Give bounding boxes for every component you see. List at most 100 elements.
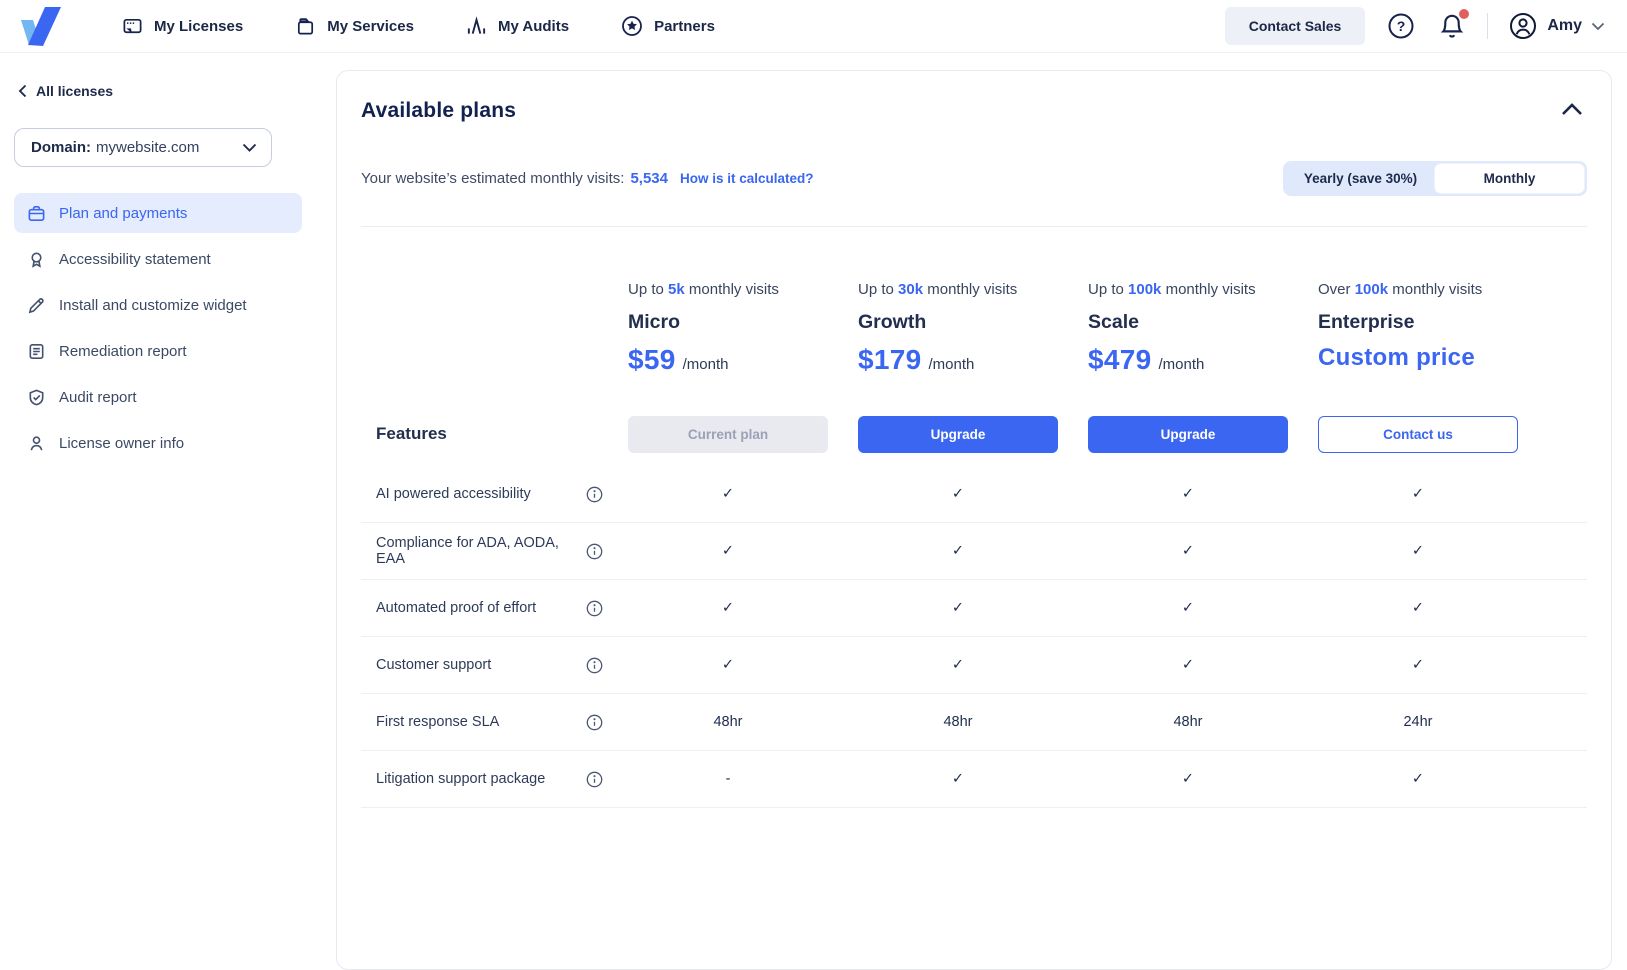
feature-label: Litigation support package	[376, 771, 545, 787]
visits-suffix: monthly visits	[1166, 281, 1256, 298]
visits-threshold: 5k	[668, 281, 685, 298]
sidebar: All licenses Domain: mywebsite.com Plan …	[0, 53, 322, 829]
shield-check-icon	[27, 388, 46, 407]
sidebar-item-label: Remediation report	[59, 343, 187, 360]
info-icon[interactable]	[586, 543, 603, 560]
feature-row: Compliance for ADA, AODA, EAA ✓ ✓ ✓ ✓	[361, 523, 1587, 580]
upgrade-scale-button[interactable]: Upgrade	[1088, 416, 1288, 453]
feature-row: AI powered accessibility ✓ ✓ ✓ ✓	[361, 466, 1587, 523]
sidebar-item-license-owner-info[interactable]: License owner info	[14, 423, 302, 463]
plan-header-scale: Up to 100k monthly visits Scale $479/mon…	[1073, 281, 1303, 376]
feature-value: ✓	[613, 600, 843, 616]
sidebar-item-plan-and-payments[interactable]: Plan and payments	[14, 193, 302, 233]
nav-item-label: My Services	[327, 18, 414, 35]
current-plan-button[interactable]: Current plan	[628, 416, 828, 453]
feature-value: ✓	[843, 600, 1073, 616]
nav-item-my-licenses[interactable]: My Licenses	[122, 16, 243, 37]
notifications-button[interactable]	[1437, 10, 1467, 42]
plan-name: Scale	[1088, 311, 1288, 334]
help-button[interactable]: ?	[1385, 10, 1417, 42]
visits-value: 5,534	[630, 170, 668, 187]
plan-price: $479	[1088, 344, 1152, 376]
features-header: Features	[361, 424, 613, 444]
nav-item-my-audits[interactable]: My Audits	[466, 16, 569, 37]
collapse-section-button[interactable]	[1557, 99, 1587, 123]
plan-name: Enterprise	[1318, 311, 1518, 334]
feature-label: Automated proof of effort	[376, 600, 536, 616]
feature-value: ✓	[843, 657, 1073, 673]
topbar-actions: Contact Sales ? Amy	[1225, 7, 1605, 45]
feature-value: ✓	[613, 657, 843, 673]
nav-item-label: My Audits	[498, 18, 569, 35]
nav-item-my-services[interactable]: My Services	[295, 16, 414, 37]
info-icon[interactable]	[586, 486, 603, 503]
visits-prefix: Up to	[858, 281, 894, 298]
toggle-monthly[interactable]: Monthly	[1435, 164, 1584, 193]
visits-threshold: 100k	[1128, 281, 1161, 298]
sidebar-item-label: Plan and payments	[59, 205, 187, 222]
feature-value: ✓	[1303, 486, 1533, 502]
info-icon[interactable]	[586, 714, 603, 731]
domain-selector[interactable]: Domain: mywebsite.com	[14, 128, 272, 167]
nav-item-partners[interactable]: Partners	[621, 15, 715, 37]
chevron-up-icon	[1561, 103, 1583, 116]
sidebar-item-label: Accessibility statement	[59, 251, 211, 268]
feature-value: ✓	[1303, 657, 1533, 673]
plan-header-enterprise: Over 100k monthly visits Enterprise Cust…	[1303, 281, 1533, 372]
info-icon[interactable]	[586, 771, 603, 788]
nav-item-label: Partners	[654, 18, 715, 35]
sidebar-item-label: Install and customize widget	[59, 297, 247, 314]
feature-value: ✓	[843, 486, 1073, 502]
back-to-all-licenses-link[interactable]: All licenses	[14, 83, 302, 99]
notification-badge	[1459, 9, 1469, 19]
contact-us-button[interactable]: Contact us	[1318, 416, 1518, 453]
info-icon[interactable]	[586, 600, 603, 617]
visits-suffix: monthly visits	[1392, 281, 1482, 298]
plan-header-micro: Up to 5k monthly visits Micro $59/month	[613, 281, 843, 376]
plan-period: /month	[929, 356, 975, 373]
how-calculated-link[interactable]: How is it calculated?	[680, 171, 814, 186]
feature-label: Customer support	[376, 657, 491, 673]
toggle-yearly[interactable]: Yearly (save 30%)	[1286, 164, 1435, 193]
contact-sales-button[interactable]: Contact Sales	[1225, 7, 1366, 45]
sidebar-item-remediation-report[interactable]: Remediation report	[14, 331, 302, 371]
visits-suffix: monthly visits	[927, 281, 1017, 298]
feature-row: First response SLA 48hr 48hr 48hr 24hr	[361, 694, 1587, 751]
upgrade-growth-button[interactable]: Upgrade	[858, 416, 1058, 453]
feature-label: AI powered accessibility	[376, 486, 531, 502]
back-link-label: All licenses	[36, 83, 113, 99]
brand-logo-icon[interactable]	[18, 5, 64, 47]
plan-period: /month	[1159, 356, 1205, 373]
feature-value: ✓	[843, 771, 1073, 787]
info-icon[interactable]	[586, 657, 603, 674]
user-name: Amy	[1547, 17, 1582, 35]
plan-header-growth: Up to 30k monthly visits Growth $179/mon…	[843, 281, 1073, 376]
sidebar-item-label: License owner info	[59, 435, 184, 452]
nav-item-label: My Licenses	[154, 18, 243, 35]
plan-headers-row: Up to 5k monthly visits Micro $59/month …	[361, 227, 1587, 376]
sidebar-item-install-widget[interactable]: Install and customize widget	[14, 285, 302, 325]
user-menu[interactable]: Amy	[1508, 11, 1605, 41]
billing-period-toggle: Yearly (save 30%) Monthly	[1283, 161, 1587, 196]
plan-price: $179	[858, 344, 922, 376]
plan-cta-row: Features Current plan Upgrade Upgrade Co…	[361, 402, 1587, 466]
feature-row: Litigation support package - ✓ ✓ ✓	[361, 751, 1587, 808]
plan-price: Custom price	[1318, 344, 1475, 372]
plan-price: $59	[628, 344, 676, 376]
feature-value: ✓	[1073, 657, 1303, 673]
domain-label: Domain:	[31, 139, 91, 156]
feature-value: ✓	[843, 543, 1073, 559]
briefcase-icon	[27, 204, 46, 223]
feature-label: Compliance for ADA, AODA, EAA	[376, 535, 586, 567]
feature-value: -	[613, 771, 843, 787]
sidebar-item-label: Audit report	[59, 389, 137, 406]
sidebar-item-accessibility-statement[interactable]: Accessibility statement	[14, 239, 302, 279]
feature-value: ✓	[1073, 486, 1303, 502]
licenses-icon	[122, 16, 143, 37]
services-icon	[295, 16, 316, 37]
avatar-icon	[1508, 11, 1538, 41]
pencil-icon	[27, 296, 46, 315]
sidebar-item-audit-report[interactable]: Audit report	[14, 377, 302, 417]
visits-label: Your website’s estimated monthly visits:	[361, 170, 624, 187]
primary-nav: My Licenses My Services My Audits Partne…	[122, 15, 715, 37]
